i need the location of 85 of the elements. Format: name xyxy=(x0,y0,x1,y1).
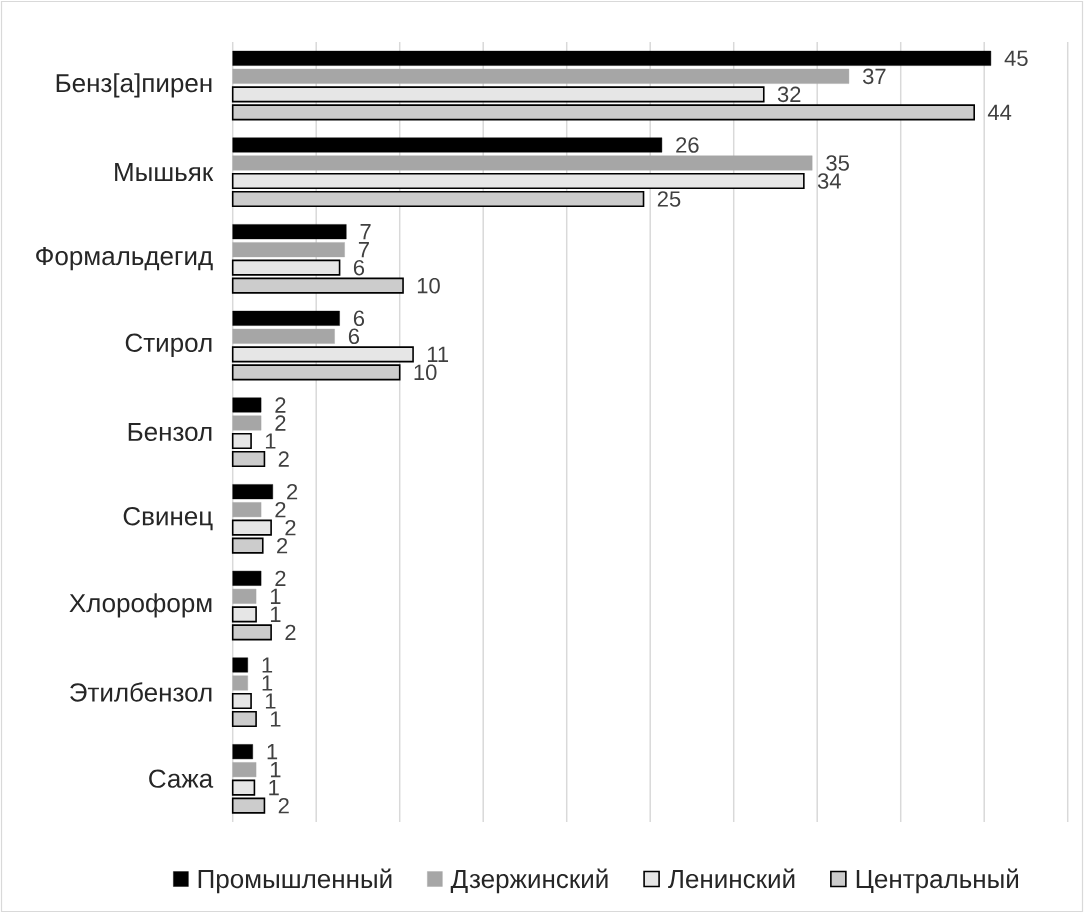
data-label: 44 xyxy=(987,104,1012,120)
y-tick-label: Бензол xyxy=(128,422,212,442)
data-label: 10 xyxy=(414,364,437,381)
data-label: 10 xyxy=(417,277,440,294)
bar xyxy=(231,779,256,796)
y-tick-label: Формальдегид xyxy=(36,246,213,271)
data-label: 32 xyxy=(777,86,801,103)
y-tick-label: Хлороформ xyxy=(69,593,212,618)
data-label: 1 xyxy=(270,711,281,727)
bar xyxy=(231,432,252,450)
bar xyxy=(231,710,257,728)
data-label: 45 xyxy=(1004,50,1028,67)
bar xyxy=(232,744,253,760)
bar xyxy=(231,259,341,276)
bar xyxy=(231,797,266,814)
bar xyxy=(231,86,765,103)
bar xyxy=(232,242,345,258)
bar xyxy=(232,502,262,518)
bar xyxy=(232,328,335,344)
legend-label: Дзержинский xyxy=(450,868,608,894)
bar xyxy=(232,484,273,500)
data-label: 6 xyxy=(353,259,365,276)
bar xyxy=(231,519,272,536)
y-tick-label: Сажа xyxy=(149,769,214,788)
bar xyxy=(231,104,975,121)
bar xyxy=(232,415,262,431)
data-label: 1 xyxy=(265,433,276,449)
bar xyxy=(232,675,248,691)
data-label: 7 xyxy=(360,224,371,240)
bar xyxy=(231,364,401,381)
data-label: 2 xyxy=(277,537,288,554)
bar xyxy=(231,172,805,190)
data-label: 1 xyxy=(269,780,279,796)
data-label: 6 xyxy=(353,310,365,327)
y-tick-label: Этилбензол xyxy=(70,682,212,702)
bar xyxy=(232,570,262,586)
bar xyxy=(232,588,257,604)
data-label: 11 xyxy=(427,346,449,362)
data-label: 2 xyxy=(275,397,286,413)
data-label: 35 xyxy=(826,155,849,171)
data-label: 2 xyxy=(287,483,298,500)
bar xyxy=(232,137,663,153)
bar xyxy=(232,155,813,171)
y-tick-label: Стирол xyxy=(125,333,212,358)
bar xyxy=(231,277,404,294)
data-label: 6 xyxy=(348,328,360,345)
data-label: 2 xyxy=(275,415,286,431)
bar xyxy=(231,606,257,623)
bar xyxy=(232,762,257,778)
data-label: 2 xyxy=(275,570,286,587)
bar xyxy=(231,692,252,710)
data-label: 1 xyxy=(262,657,273,673)
data-label: 25 xyxy=(657,191,681,207)
legend-label: Ленинский xyxy=(668,868,795,889)
data-label: 2 xyxy=(278,451,289,467)
data-label: 1 xyxy=(270,588,281,604)
bar xyxy=(232,657,248,673)
y-tick-label: Мышьяк xyxy=(115,163,214,181)
bar xyxy=(231,624,272,641)
data-label: 2 xyxy=(285,624,296,641)
legend-label: Центральный xyxy=(856,868,1019,894)
bar xyxy=(231,450,266,468)
bar xyxy=(231,346,414,363)
y-tick-label: Бенз[а]пирен xyxy=(56,73,212,98)
data-label: 7 xyxy=(358,242,369,258)
y-tick-label: Свинец xyxy=(123,507,213,531)
bar xyxy=(231,190,645,208)
bar xyxy=(232,68,850,84)
data-label: 1 xyxy=(267,744,278,760)
data-label: 34 xyxy=(817,173,841,189)
data-label: 26 xyxy=(676,137,699,153)
bar xyxy=(231,537,264,554)
data-label: 37 xyxy=(862,68,886,85)
legend-label: Промышленный xyxy=(198,868,392,894)
bar xyxy=(232,310,340,326)
data-label: 2 xyxy=(285,519,296,536)
data-label: 2 xyxy=(278,797,289,814)
data-label: 1 xyxy=(270,606,281,622)
bar xyxy=(232,224,347,240)
data-label: 1 xyxy=(262,675,273,691)
bar xyxy=(232,397,262,413)
bar xyxy=(232,50,992,66)
data-label: 1 xyxy=(270,762,281,778)
data-label: 2 xyxy=(275,501,286,518)
data-label: 1 xyxy=(265,693,276,709)
